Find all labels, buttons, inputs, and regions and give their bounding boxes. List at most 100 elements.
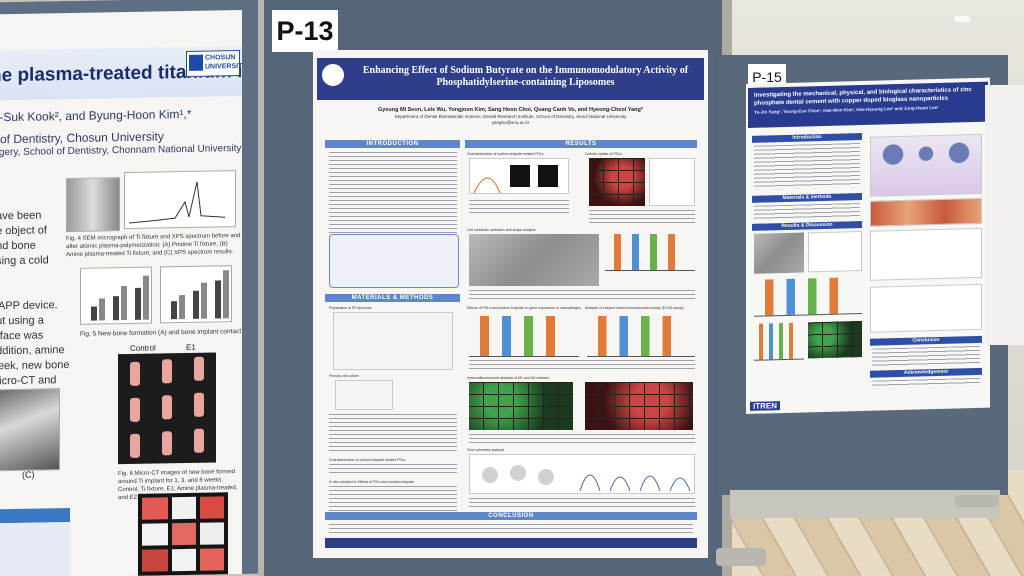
surgical-photo <box>0 388 60 472</box>
characterization-text <box>469 200 569 214</box>
sem-micrograph-image <box>66 177 120 233</box>
board-frame-left <box>258 0 266 576</box>
uptake-flow-charts <box>649 158 695 206</box>
right-section-results: Results & Discussion <box>752 220 862 231</box>
micro-ct-image-grid <box>118 352 216 465</box>
label-control: Control <box>130 343 156 353</box>
right-cement-photos <box>870 197 982 227</box>
m1-m2-fluorescence-red <box>585 382 693 430</box>
right-conclusion-text <box>872 345 980 367</box>
fig4-caption: Fig. 4 SEM micrograph of Ti fixture and … <box>66 233 241 259</box>
right-fluorescence-images <box>808 320 862 359</box>
right-bar-charts-2 <box>754 322 804 361</box>
far-right-poster <box>985 85 1024 345</box>
liposome-prep-diagram <box>333 312 453 370</box>
left-body-line: urface was <box>0 329 44 343</box>
immunofluorescence-text <box>469 434 695 444</box>
center-poster-footer-band <box>325 538 697 548</box>
xps-spectrum-plot <box>128 181 226 224</box>
caption-prep: Preparation of PS liposome <box>329 306 372 310</box>
uptake-fluorescence-grid <box>589 158 645 206</box>
left-body-line: Micro-CT and <box>0 374 57 388</box>
char-text <box>329 464 457 476</box>
right-section-acknowledgement: Acknowledgement <box>870 367 982 378</box>
elisa-charts <box>587 316 695 357</box>
center-poster-title: Enhancing Effect of Sodium Butyrate on t… <box>362 65 689 88</box>
right-intro-text <box>754 143 860 190</box>
right-footer-logo: ITREN <box>750 401 780 411</box>
left-poster-authors: in-Suk Kook², and Byung-Hoon Kim¹,* <box>0 106 192 125</box>
right-ack-text <box>872 377 980 389</box>
label-e1: E1 <box>186 342 196 352</box>
conclusion-text <box>329 524 693 534</box>
university-seal-icon <box>320 62 346 88</box>
flow-text <box>469 498 695 508</box>
left-body-line: addition, amine <box>0 344 65 358</box>
bar-chart-b <box>171 270 229 320</box>
uptake-text <box>589 210 695 224</box>
left-body-line: CAPP device. <box>0 299 58 313</box>
center-poster-email: yangho@snu.ac.kr <box>491 120 530 125</box>
center-poster: Enhancing Effect of Sodium Butyrate on t… <box>313 50 708 558</box>
caption-immunofluorescence: Immunofluorescence analysis of M1 and M2… <box>467 376 550 380</box>
data-table <box>0 522 70 576</box>
caption-cell-metabolic: Cell metabolic activation and shape anal… <box>467 228 536 232</box>
caption-cytokine: Analysis of enzyme-linked immunosorbent … <box>585 306 684 310</box>
gene-text <box>469 360 695 372</box>
cell-culture-diagram <box>335 380 393 410</box>
right-section-conclusion: Conclusion <box>870 335 982 346</box>
flow-cytometry-plots <box>469 454 695 494</box>
m1-m2-fluorescence-green <box>469 382 573 430</box>
board-stand-foot <box>716 548 766 566</box>
right-sample-photos <box>870 133 982 197</box>
caption-char2: Characterization of sodium butyrate trea… <box>329 458 406 462</box>
bar-chart-a <box>91 275 149 321</box>
center-poster-title-band <box>317 58 704 100</box>
label-c: (C) <box>22 469 35 480</box>
metabolic-text <box>469 290 695 302</box>
left-body-line: using a cold <box>0 254 49 268</box>
university-logo-text: CHOSUN UNIVERSITY <box>205 54 242 71</box>
section-conclusion: CONCLUSION <box>325 512 697 520</box>
histology-tiles <box>142 496 224 572</box>
right-xrd-chart <box>808 230 862 273</box>
right-line-charts <box>870 283 982 333</box>
right-materials-text <box>754 203 860 220</box>
left-body-line: have been <box>0 209 42 223</box>
left-poster: he plasma-treated titanium implant CHOSU… <box>0 10 242 576</box>
caption-gene-expression: Effects of PSLs and sodium butyrate on g… <box>467 306 581 310</box>
fig5-caption: Fig. 5 New bone formation (A) and bone i… <box>80 327 242 338</box>
left-body-line: and bone <box>0 239 36 253</box>
gene-expression-charts <box>469 316 579 357</box>
caption-invitro: In vitro studies for Effects of PSLs and… <box>329 480 415 484</box>
left-poster-board: he plasma-treated titanium implant CHOSU… <box>0 0 265 576</box>
cell-shape-micrographs <box>469 234 599 286</box>
left-body-line: out using a <box>0 314 44 328</box>
center-poster-department: Department of Dental Biomaterials Scienc… <box>394 114 627 119</box>
size-distribution-plot <box>473 165 558 194</box>
university-emblem-icon <box>189 54 203 71</box>
caption-primary: Primary cell culture <box>329 374 359 378</box>
section-introduction: INTRODUCTION <box>325 140 460 148</box>
flow-cytometry-histograms <box>482 465 691 492</box>
right-bar-charts <box>754 276 862 317</box>
caption-flow: Flow cytometry analysis <box>467 448 505 452</box>
bone-implant-contact-bar-chart <box>160 265 232 324</box>
university-logo: CHOSUN UNIVERSITY <box>186 50 242 77</box>
caption-characterization: Characterization of sodium butyrate trea… <box>467 152 544 156</box>
board-stand-foot <box>955 495 999 507</box>
right-property-charts <box>870 227 982 281</box>
mechanism-diagram <box>329 234 459 288</box>
right-sem-images <box>754 232 804 274</box>
table-header <box>0 508 70 524</box>
section-results: RESULTS <box>465 140 697 148</box>
right-poster: Investigating the mechanical, physical, … <box>746 77 990 415</box>
center-poster-authors: Gyeung Mi Seon, Lele Wu, Yongjoon Kim, S… <box>377 107 644 113</box>
size-distribution-chart <box>469 158 569 194</box>
metabolic-bar-charts <box>605 234 695 271</box>
section-materials-methods: MATERIALS & METHODS <box>325 294 460 302</box>
right-section-introduction: Introduction <box>752 132 862 143</box>
right-section-materials: Materials & methods <box>752 192 862 203</box>
ceiling-light <box>954 16 970 22</box>
